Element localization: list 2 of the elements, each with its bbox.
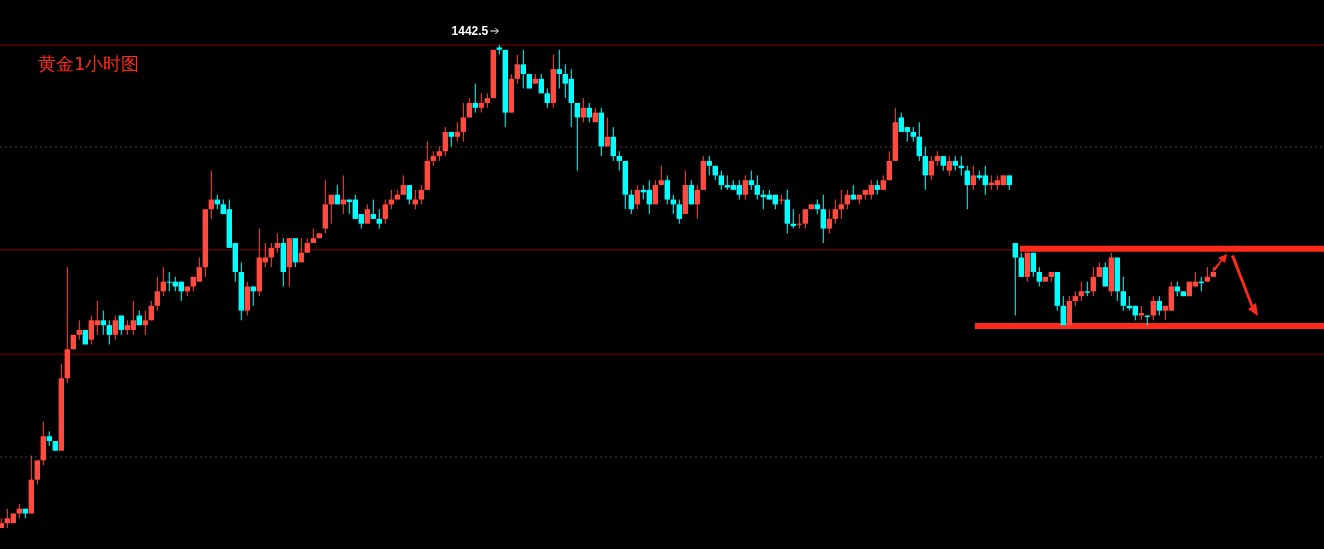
text: 黄金1小时图 — [38, 53, 140, 74]
text: 1442.5 — [451, 24, 489, 38]
